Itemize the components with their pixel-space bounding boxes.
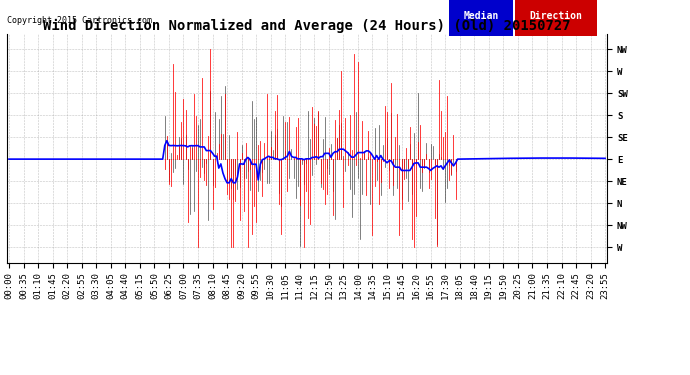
Title: Wind Direction Normalized and Average (24 Hours) (Old) 20150727: Wind Direction Normalized and Average (2…: [43, 18, 571, 33]
Text: Direction: Direction: [529, 11, 582, 21]
Text: Copyright 2015 Cartronics.com: Copyright 2015 Cartronics.com: [7, 16, 152, 25]
Text: Median: Median: [463, 11, 498, 21]
